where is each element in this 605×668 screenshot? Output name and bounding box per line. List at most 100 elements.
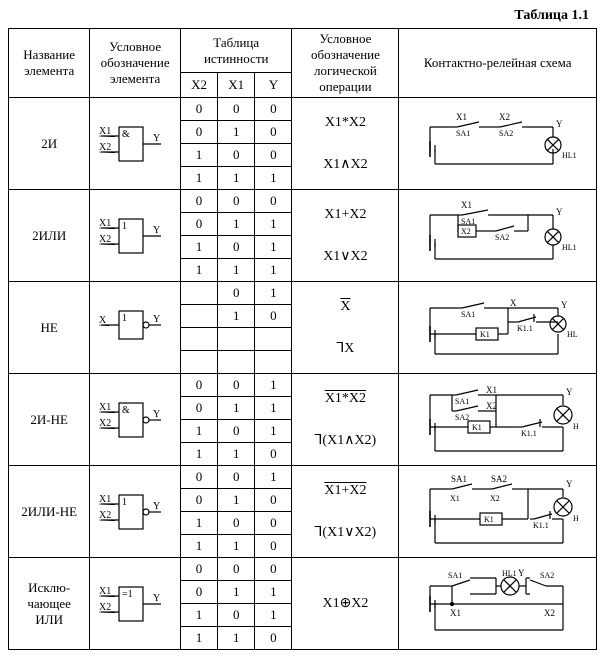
tt: 1 (218, 627, 255, 650)
hdr-logic: Условное обозначение логической операции (292, 29, 399, 98)
tt: 1 (218, 443, 255, 466)
svg-text:X2: X2 (544, 608, 555, 618)
tt-and-0-0: 0 (180, 98, 217, 121)
tt: 0 (218, 374, 255, 397)
hdr-symbol: Условное обозначение элемента (90, 29, 181, 98)
svg-text:K1.1: K1.1 (521, 429, 537, 438)
tt: 0 (218, 466, 255, 489)
svg-text:Y: Y (566, 479, 573, 489)
tt: 0 (218, 558, 255, 581)
svg-text:SA1: SA1 (451, 474, 467, 484)
tt: 0 (218, 604, 255, 627)
svg-text:1: 1 (122, 313, 127, 324)
tt: 1 (218, 535, 255, 558)
svg-text:&: & (122, 129, 130, 140)
svg-text:&: & (122, 405, 130, 416)
tt: 0 (180, 558, 217, 581)
svg-text:Y: Y (153, 409, 160, 420)
expr-not-2: ⅂X (336, 341, 354, 356)
logic-nor: X1+X2 ⅂(X1∨X2) (292, 466, 399, 558)
svg-text:HL1: HL1 (502, 569, 517, 578)
tt: 1 (218, 259, 255, 282)
tt: 1 (255, 420, 292, 443)
tt: 0 (218, 512, 255, 535)
hdr-tt: Таблица истинности (180, 29, 292, 73)
tt: 0 (180, 213, 217, 236)
svg-text:Y: Y (556, 119, 563, 129)
svg-text:HL1: HL1 (562, 243, 577, 252)
svg-text:X2: X2 (99, 418, 111, 429)
tt (180, 305, 217, 328)
tt: 0 (218, 236, 255, 259)
tt: 1 (180, 443, 217, 466)
name-nor: 2ИЛИ-НЕ (9, 466, 90, 558)
symbol-and: &X1X2Y (90, 98, 181, 190)
logic-or: X1+X2 X1∨X2 (292, 190, 399, 282)
tt: 1 (180, 512, 217, 535)
tt: 0 (255, 144, 292, 167)
tt: 0 (218, 144, 255, 167)
svg-text:K1: K1 (484, 515, 494, 524)
svg-text:Y: Y (153, 593, 160, 604)
relay-nor: SA1X1SA2X2K1HL1YK1.1 (399, 466, 597, 558)
svg-text:X: X (99, 315, 107, 326)
svg-text:SA1: SA1 (448, 571, 462, 580)
svg-text:1: 1 (122, 497, 127, 508)
tt: 1 (255, 397, 292, 420)
tt: 1 (180, 144, 217, 167)
tt: 0 (255, 535, 292, 558)
svg-text:X2: X2 (99, 142, 111, 153)
tt: 1 (255, 374, 292, 397)
name-and: 2И (9, 98, 90, 190)
svg-text:HL1: HL1 (573, 422, 578, 431)
expr-or-2: X1∨X2 (323, 249, 367, 264)
tt: 0 (180, 466, 217, 489)
svg-text:HL1: HL1 (567, 330, 578, 339)
svg-text:X2: X2 (99, 602, 111, 613)
symbol-nor: 1X1X2Y (90, 466, 181, 558)
svg-text:Y: Y (153, 225, 160, 236)
tt: 1 (255, 581, 292, 604)
svg-text:X1: X1 (461, 201, 472, 210)
tt: 1 (218, 167, 255, 190)
tt: 1 (218, 581, 255, 604)
svg-text:X2: X2 (99, 510, 111, 521)
logic-not: X ⅂X (292, 282, 399, 374)
svg-text:X2: X2 (486, 401, 497, 411)
tt: 1 (180, 167, 217, 190)
svg-text:X2: X2 (99, 234, 111, 245)
symbol-not: 1XY (90, 282, 181, 374)
svg-text:Y: Y (561, 300, 568, 310)
tt: 0 (255, 512, 292, 535)
svg-text:Y: Y (566, 387, 573, 397)
svg-text:K1.1: K1.1 (517, 324, 533, 333)
tt: 1 (218, 305, 255, 328)
tt: 0 (180, 374, 217, 397)
tt (180, 328, 217, 351)
svg-text:X1: X1 (99, 218, 111, 229)
expr-and-2: X1∧X2 (323, 157, 367, 172)
svg-text:SA2: SA2 (540, 571, 554, 580)
tt: 1 (180, 259, 217, 282)
hdr-x2: X2 (180, 73, 217, 98)
logic-xor: X1⊕X2 (292, 558, 399, 650)
svg-text:X1: X1 (486, 385, 497, 395)
tt: 0 (218, 190, 255, 213)
symbol-xor: =1X1X2Y (90, 558, 181, 650)
tt-and-0-1: 0 (218, 98, 255, 121)
expr-nor-2: ⅂(X1∨X2) (315, 525, 377, 540)
tt (180, 351, 217, 374)
tt: 0 (255, 627, 292, 650)
tt: 1 (255, 213, 292, 236)
tt: 1 (255, 259, 292, 282)
name-xor: Исклю- чающее ИЛИ (9, 558, 90, 650)
expr-nand-2: ⅂(X1∧X2) (315, 433, 377, 448)
tt: 0 (255, 443, 292, 466)
hdr-name: Название элемента (9, 29, 90, 98)
tt: 1 (255, 236, 292, 259)
tt (218, 328, 255, 351)
svg-text:X2: X2 (499, 112, 510, 122)
logic-gates-table: Название элемента Условное обозначение э… (8, 28, 597, 650)
svg-text:X1: X1 (99, 494, 111, 505)
svg-text:X1: X1 (99, 586, 111, 597)
